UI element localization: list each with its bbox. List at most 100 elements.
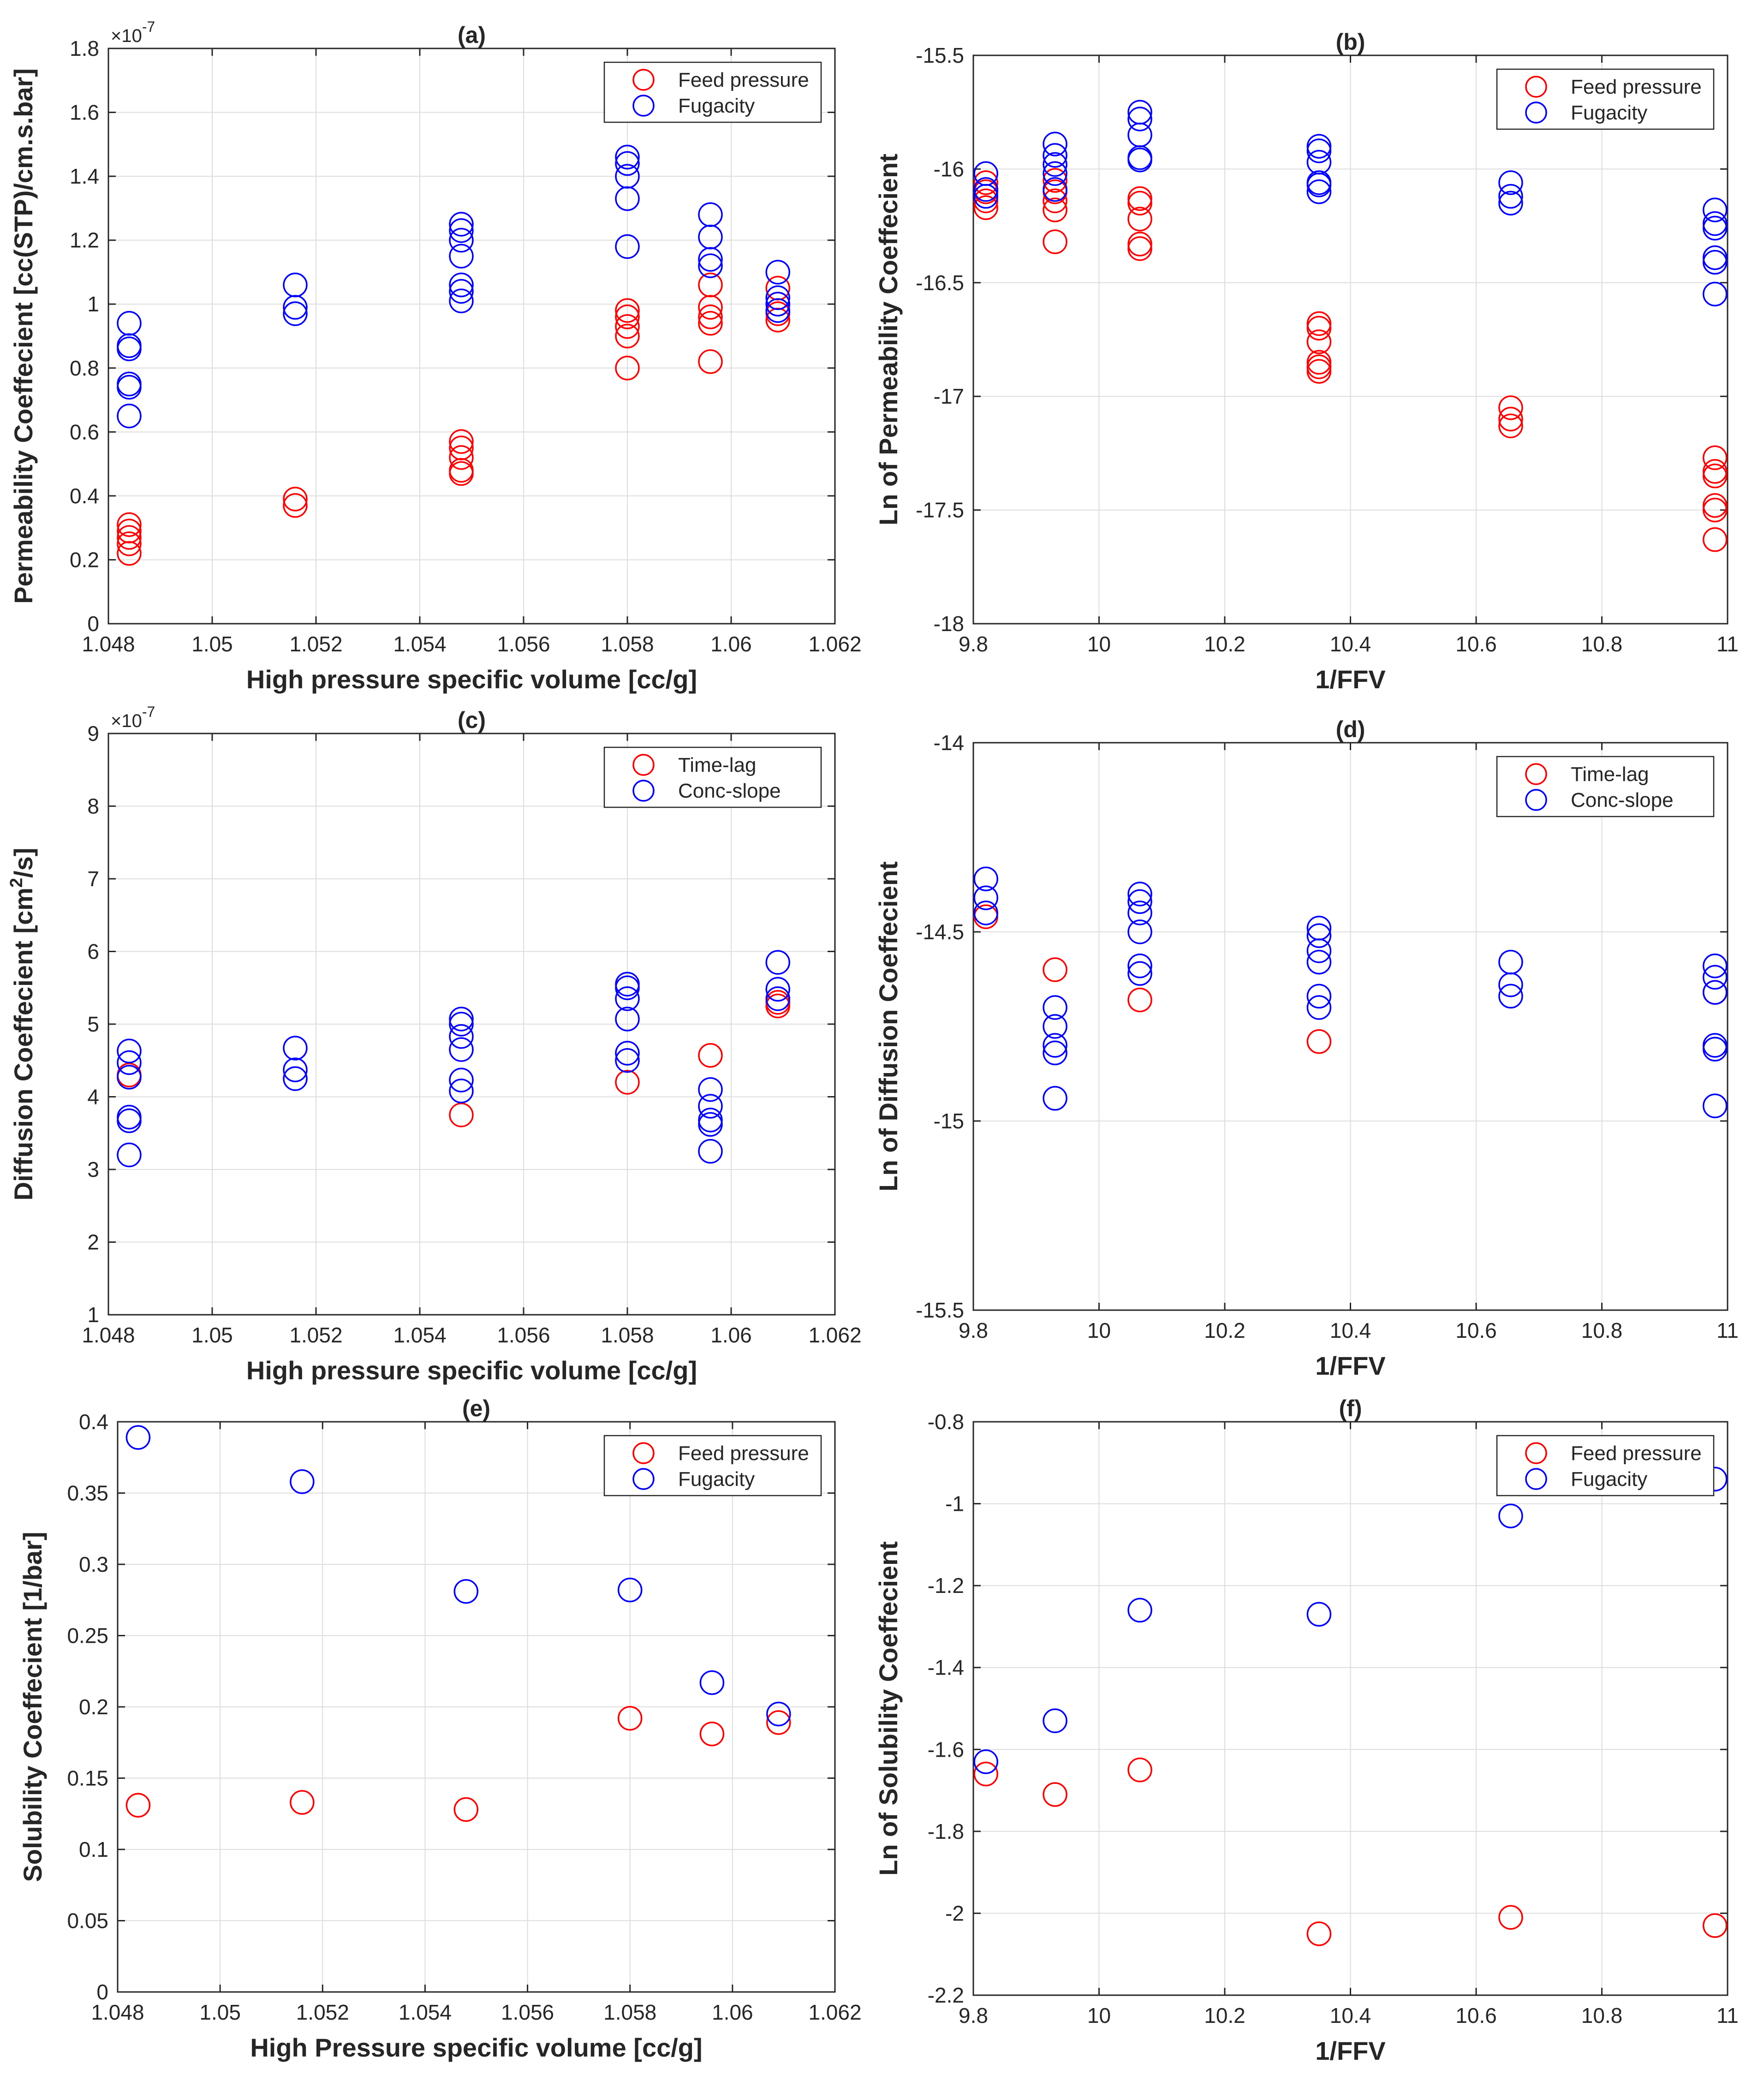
data-point [1127,147,1152,173]
data-point [449,212,474,237]
data-point [117,1108,142,1133]
panel-title: (b) [1336,29,1365,55]
data-point [1498,984,1523,1009]
data-point [1498,1503,1523,1528]
data-point [1127,1598,1152,1623]
data-point [117,1038,142,1064]
data-point [449,1037,474,1062]
data-point [1127,186,1152,211]
data-point [117,336,142,361]
data-point [1127,889,1152,914]
x-tick-label: 10 [1087,1318,1111,1342]
data-point [698,349,723,374]
legend-marker [1525,1442,1547,1464]
data-point [1043,1040,1067,1066]
legend-entry: Time-lag [1571,763,1649,786]
data-point [698,1139,723,1164]
x-tick-label: 1.048 [82,1323,135,1347]
data-point [1703,463,1728,489]
data-point [1703,497,1728,523]
y-tick-label: 0.25 [67,1624,108,1648]
legend-entry: Conc-slope [678,780,781,802]
y-tick-label: 0.2 [70,548,99,572]
data-point [1703,965,1728,990]
legend-marker [1525,763,1547,785]
legend-marker [632,780,655,802]
data-point [617,1705,643,1731]
y-tick-label: 1.2 [70,228,99,252]
data-point [1306,1029,1332,1054]
data-point [1043,229,1067,254]
x-tick-label: 1.056 [497,1323,550,1347]
legend-marker [632,95,655,117]
legend: Time-lag Conc-slope [603,746,822,808]
x-tick-label: 1.058 [601,632,654,656]
data-point [1498,1905,1523,1930]
data-point [125,1793,151,1818]
y-tick-label: -2.2 [928,1983,964,2007]
data-point [1127,961,1152,986]
data-point [766,1710,791,1735]
legend-entry: Time-lag [678,754,757,776]
y-tick-label: 9 [87,721,99,745]
y-tick-label: 0.05 [67,1909,108,1933]
data-point [973,188,998,214]
data-point [615,1007,640,1032]
data-point [1703,954,1728,978]
data-point [973,177,998,202]
data-point [449,244,474,269]
data-point [1127,900,1152,925]
data-point [283,301,308,326]
data-point [1498,191,1523,216]
y-tick-label: 5 [87,1012,99,1036]
data-point [117,541,142,566]
data-point [449,1024,474,1049]
data-point [765,260,790,285]
x-tick-label: 10.2 [1204,1318,1246,1342]
data-point [973,184,998,209]
data-point [1306,311,1332,336]
data-point [290,1790,315,1815]
data-point [973,170,998,195]
y-tick-label: 8 [87,794,99,818]
y-tick-label: 0.2 [79,1695,108,1719]
y-tick-label: -1 [945,1492,964,1516]
data-point [1043,177,1067,202]
data-point [615,151,640,176]
data-point [449,227,474,253]
x-tick-label: 9.8 [959,2003,988,2027]
data-point [698,253,723,278]
data-point [1043,197,1067,222]
data-point [766,1701,791,1727]
data-point [453,1797,479,1822]
legend-entry: Fugacity [1571,101,1647,124]
legend-marker [1525,789,1547,811]
data-point [617,1577,643,1603]
data-point [1043,1086,1067,1111]
data-point [698,1043,723,1068]
data-point [449,279,474,304]
data-point [1043,1014,1067,1039]
data-point [973,1761,998,1787]
x-tick-label: 1.06 [712,2000,753,2024]
x-tick-label: 1.052 [289,1323,342,1347]
data-point [973,900,998,925]
legend-entry: Fugacity [1571,1468,1647,1491]
data-point [1043,188,1067,214]
axis-exponent: ×10-7 [111,18,155,46]
legend: Time-lag Conc-slope [1496,756,1715,817]
data-point [1127,882,1152,906]
data-point [1306,995,1332,1020]
x-tick-label: 10.4 [1330,1318,1371,1342]
data-point [973,195,998,220]
data-point [1703,211,1728,236]
data-point [973,1749,998,1774]
y-axis-label: Solubility Coeffecient [1/bar] [18,1532,47,1882]
y-tick-label: -1.8 [928,1819,964,1843]
x-tick-label: 1.06 [710,1323,752,1347]
panel-a: 1.048 1.05 1.052 1.054 1.056 1.058 1.06 1.062 0 0… [9,18,862,694]
x-tick-label: 9.8 [959,632,988,656]
x-tick-label: 10.8 [1581,1318,1623,1342]
y-axis-label: Ln of Solubility Coeffecient [874,1541,903,1876]
x-tick-label: 10.6 [1455,632,1497,656]
